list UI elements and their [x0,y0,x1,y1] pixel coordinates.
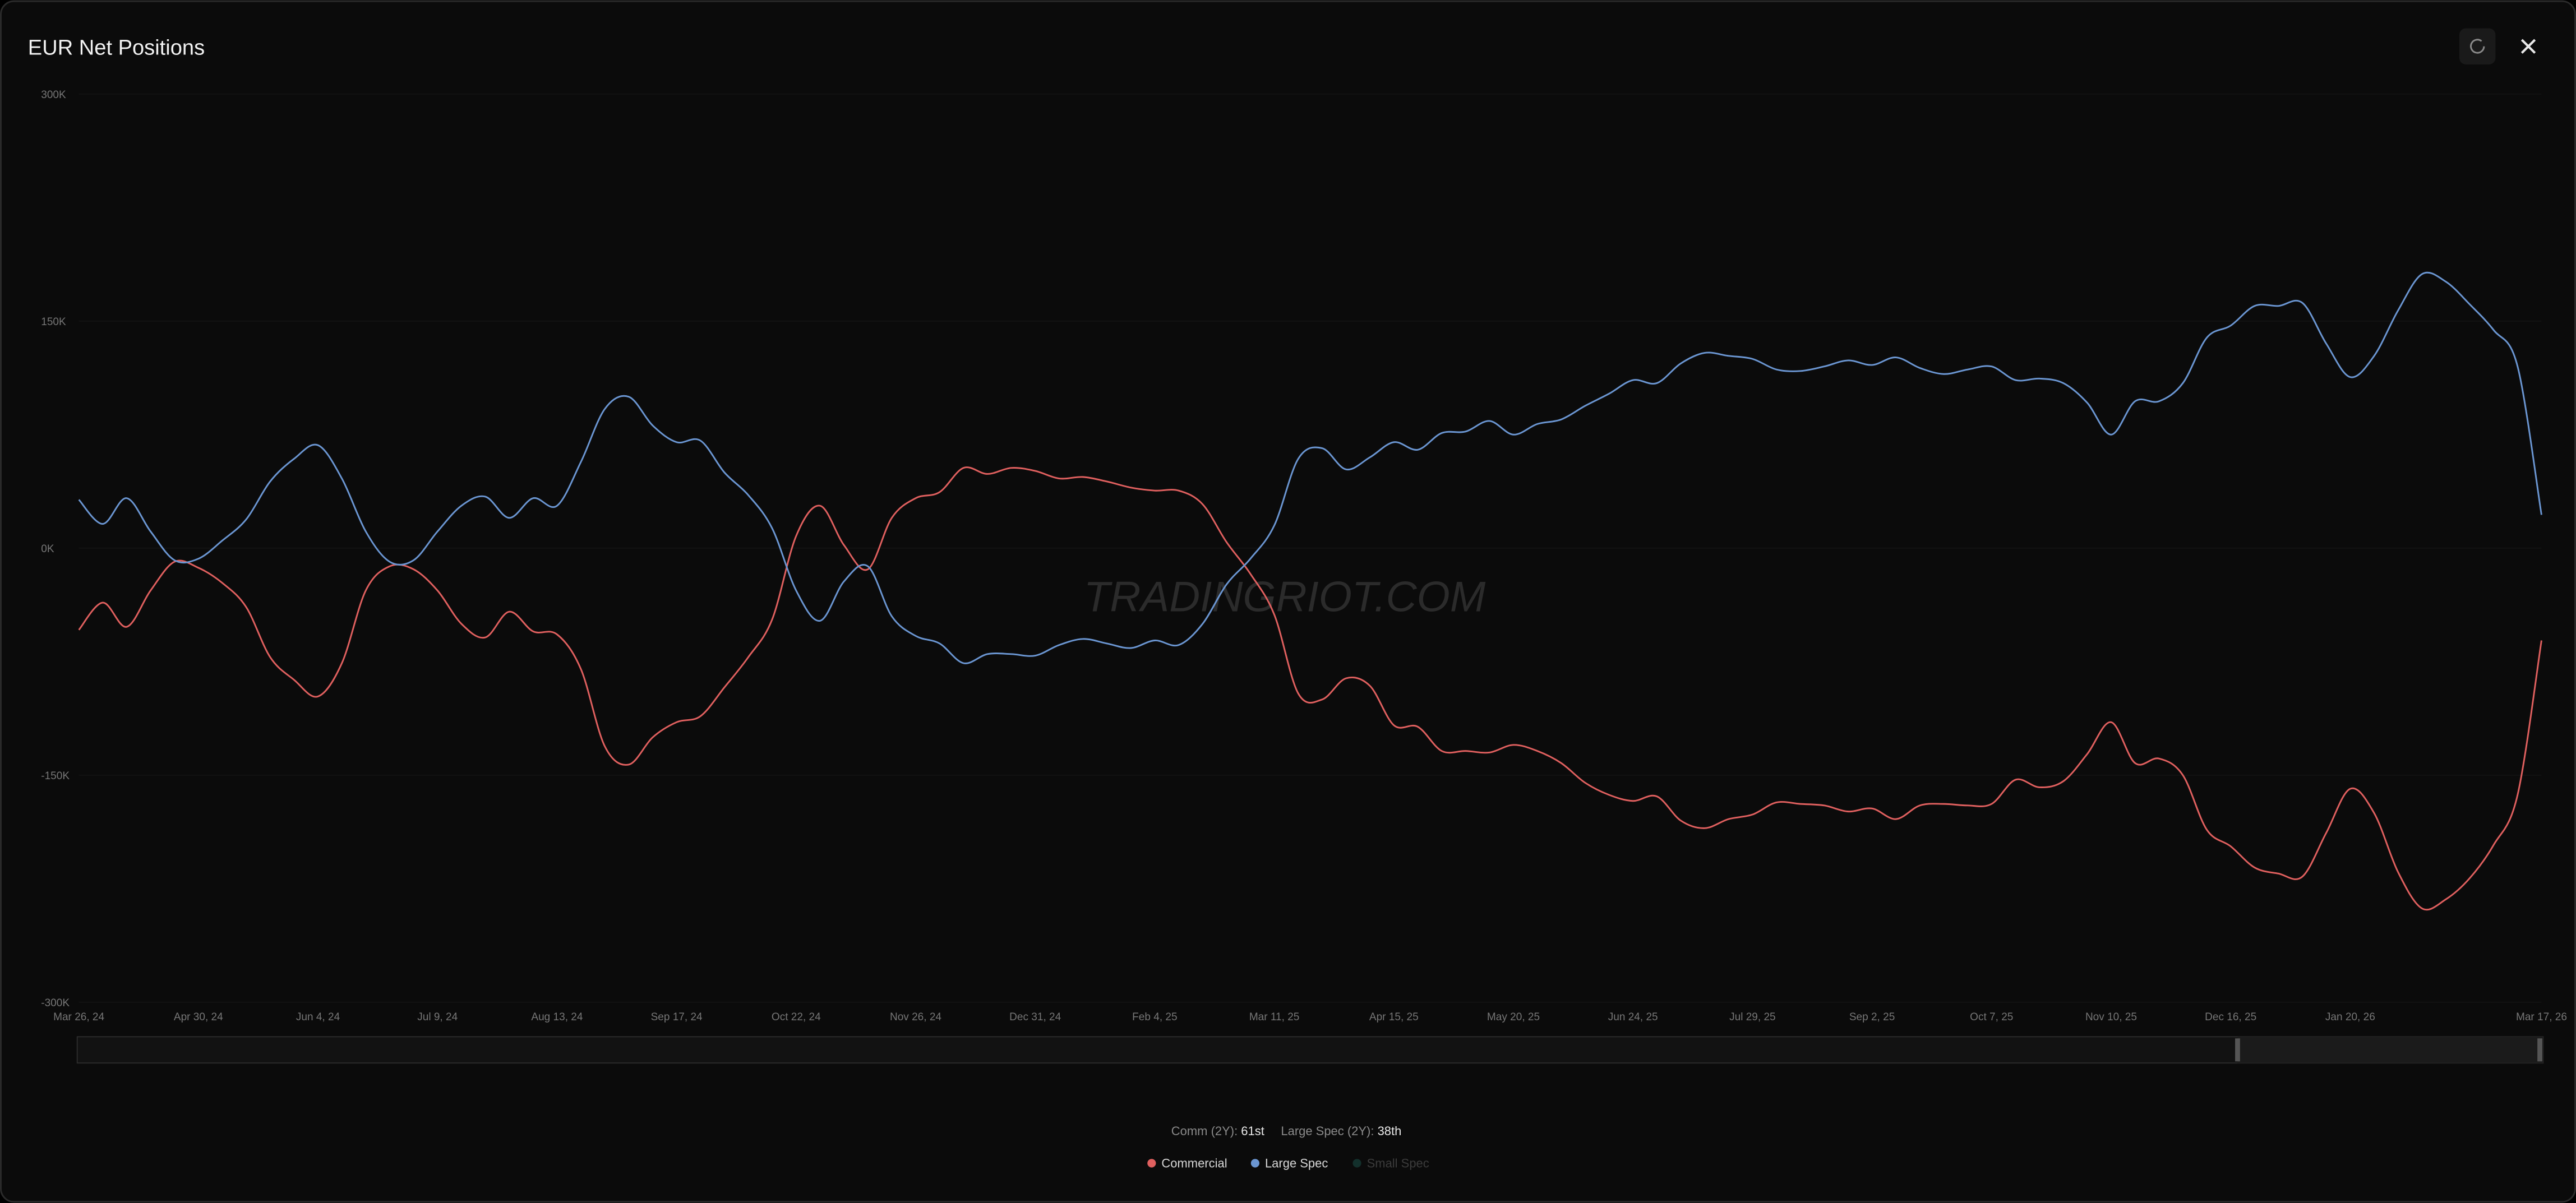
legend-item[interactable]: Small Spec [1352,1156,1429,1170]
x-tick-label: Apr 15, 25 [1369,1011,1419,1023]
stat-value: 61st [1241,1124,1264,1138]
y-tick-label: -300K [41,997,70,1009]
title: EUR Net Positions [28,36,205,59]
legend-label: Small Spec [1367,1156,1429,1170]
legend-label: Commercial [1161,1156,1227,1170]
x-tick-label: Jun 24, 25 [1608,1011,1658,1023]
x-tick-label: Jul 29, 25 [1729,1011,1776,1023]
legend-label: Large Spec [1265,1156,1328,1170]
stat-label: Comm (2Y): [1171,1124,1238,1138]
x-tick-label: Nov 26, 24 [890,1011,941,1023]
stat-label: Large Spec (2Y): [1281,1124,1374,1138]
x-tick-label: Nov 10, 25 [2085,1011,2137,1023]
x-tick-label: Sep 17, 24 [651,1011,703,1023]
legend-marker [1147,1159,1156,1168]
x-tick-label: Dec 16, 25 [2205,1011,2256,1023]
x-tick-label: Sep 2, 25 [1849,1011,1895,1023]
x-tick-label: Mar 26, 24 [53,1011,104,1023]
x-tick-label: Mar 17, 26 [2516,1011,2567,1023]
navigator-handle[interactable] [2235,1038,2240,1062]
y-tick-label: 150K [41,316,66,328]
navigator [76,1036,2544,1064]
y-tick-label: 300K [41,89,66,101]
x-tick-label: Aug 13, 24 [531,1011,583,1023]
x-tick-label: Feb 4, 25 [1132,1011,1177,1023]
x-tick-label: May 20, 25 [1487,1011,1540,1023]
x-tick-label: Oct 7, 25 [1970,1011,2013,1023]
close-button[interactable] [2520,39,2536,54]
navigator-handle[interactable] [2537,1038,2542,1062]
legend-marker [1250,1159,1260,1168]
reload-button[interactable] [2459,28,2496,64]
x-tick-label: Jul 9, 24 [417,1011,458,1023]
x-tick-label: Dec 31, 24 [1009,1011,1061,1023]
x-tick-label: Apr 30, 24 [174,1011,223,1023]
legend-marker [1352,1159,1361,1168]
legend-item[interactable]: Commercial [1147,1156,1227,1170]
x-tick-label: Oct 22, 24 [772,1011,821,1023]
x-tick-label: Mar 11, 25 [1249,1011,1300,1023]
stats: Comm (2Y): 61st Large Spec (2Y): 38th [1171,1124,1402,1138]
x-tick-label: Jan 20, 26 [2325,1011,2375,1023]
y-tick-label: 0K [41,543,54,555]
legend-item[interactable]: Large Spec [1250,1156,1328,1170]
series-line [78,271,2542,664]
stat-value: 38th [1378,1124,1402,1138]
y-tick-label: -150K [41,770,70,782]
series-line [78,466,2542,911]
watermark: TRADINGRIOT.COM [1084,573,1486,621]
x-tick-label: Jun 4, 24 [296,1011,340,1023]
